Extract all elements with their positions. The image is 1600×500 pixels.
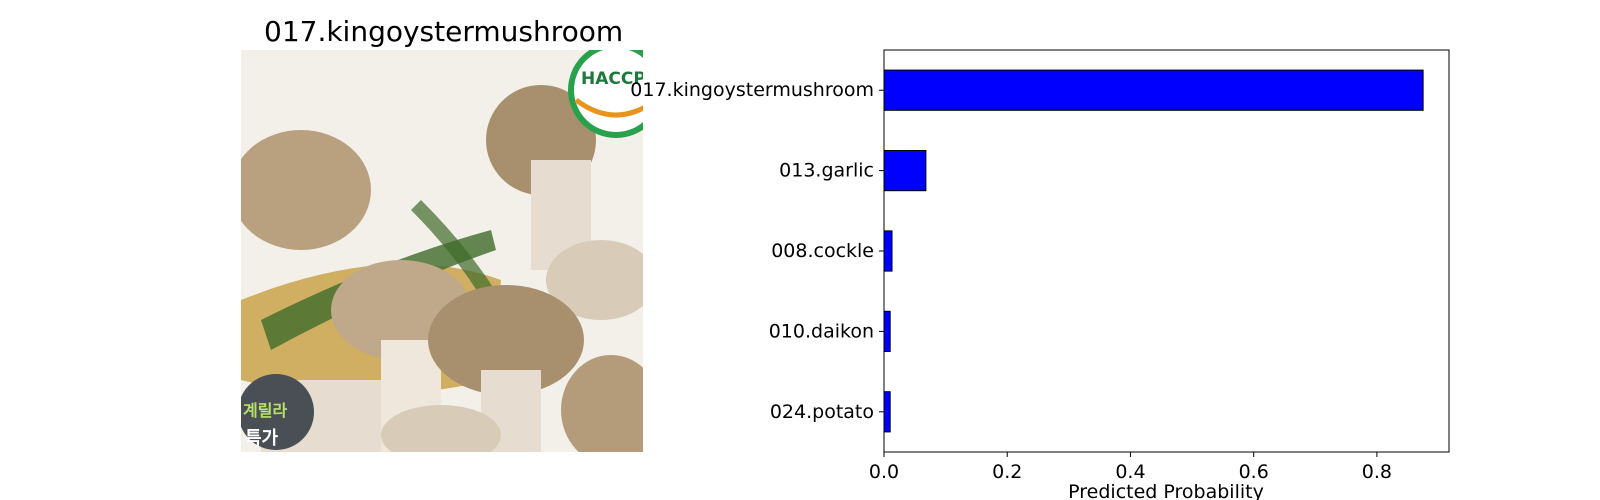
image-title: 017.kingoystermushroom [264,15,624,48]
y-tick-label: 017.kingoystermushroom [630,79,874,101]
x-tick-label: 0.4 [1115,461,1145,483]
mushroom-cap [546,240,643,320]
mushroom-cap [561,355,643,452]
x-tick-label: 0.0 [869,461,899,483]
greens [411,200,501,305]
x-tick-label: 0.6 [1239,461,1269,483]
mushroom-cap [428,285,584,395]
mushroom-cap [241,130,371,250]
x-tick-label: 0.8 [1362,461,1392,483]
haccp-seal-arc [574,97,643,118]
bar [883,69,1424,111]
bar [883,230,893,272]
x-axis-label: Predicted Probability [1068,481,1264,500]
y-tick-label: 008.cockle [771,240,874,262]
mushroom-cap [381,405,501,452]
bar [883,150,927,192]
promo-badge-text: 계릴라 [243,401,287,420]
y-tick-label: 013.garlic [779,160,874,182]
bar [883,310,891,352]
food-photo: HACCP 계릴라 특가 [241,50,643,452]
promo-badge-text: 특가 [245,428,279,449]
y-tick-label: 024.potato [770,401,874,423]
bar [883,391,891,433]
promo-badge [241,374,314,450]
x-tick-label: 0.2 [992,461,1022,483]
y-tick-label: 010.daikon [769,320,874,342]
haccp-seal-text: HACCP [581,69,643,89]
